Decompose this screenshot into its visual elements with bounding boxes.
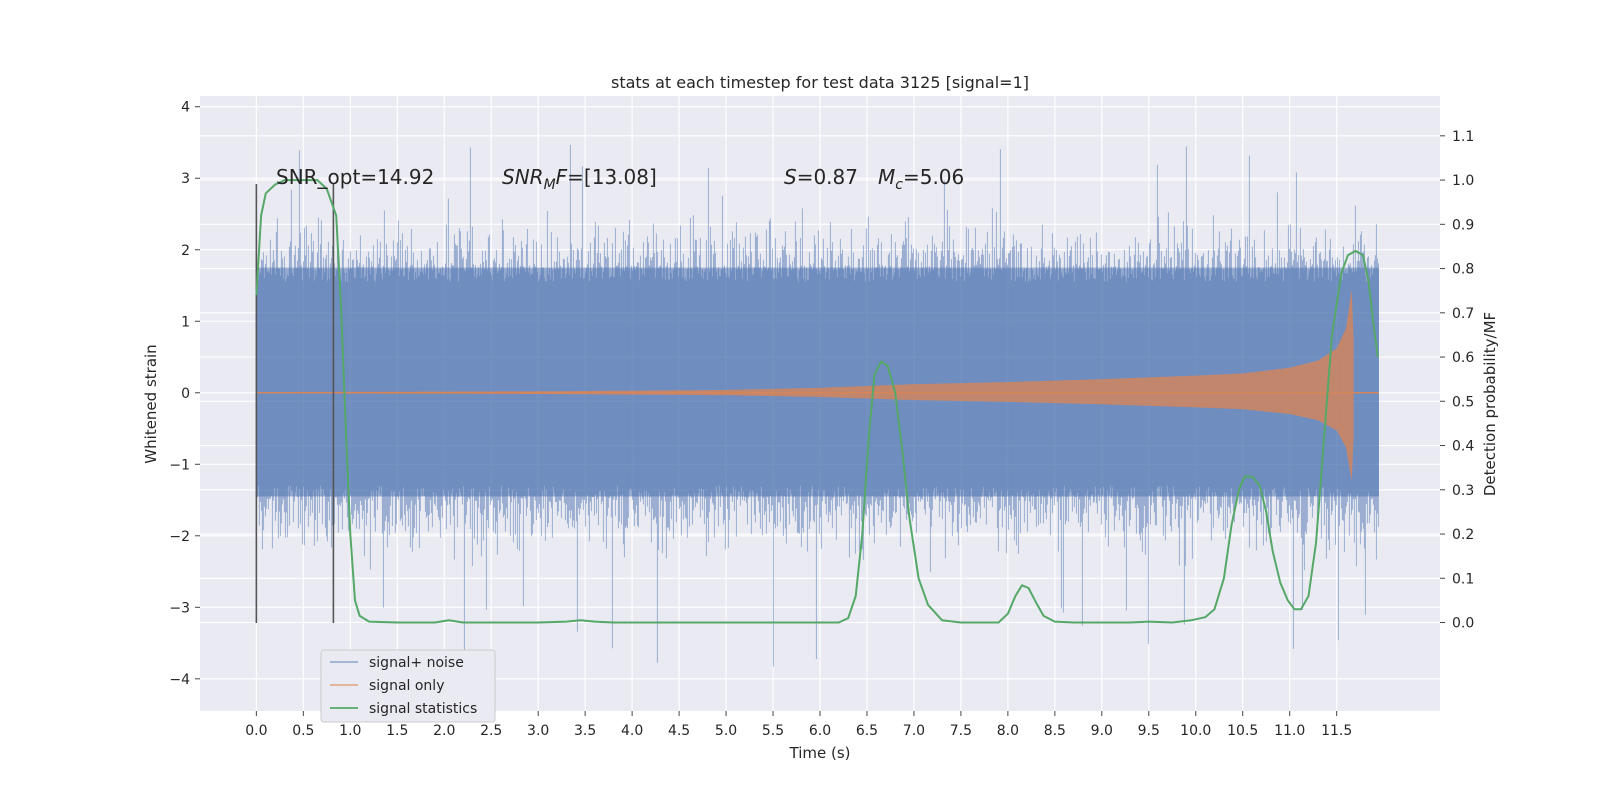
legend-label-noise: signal+ noise: [369, 655, 464, 671]
right-y-tick-label: 1.1: [1452, 129, 1474, 145]
x-tick-label: 8.5: [1044, 723, 1066, 739]
chart-title: stats at each timestep for test data 312…: [611, 73, 1029, 92]
x-tick-label: 10.0: [1180, 723, 1211, 739]
left-y-tick-label: 3: [181, 171, 190, 187]
right-y-tick-label: 0.0: [1452, 616, 1474, 632]
signal-only-series: [256, 289, 1379, 481]
x-tick-label: 11.0: [1274, 723, 1305, 739]
x-tick-label: 2.5: [480, 723, 502, 739]
left-y-tick-label: 0: [181, 386, 190, 402]
snr-opt-annotation: SNR_opt=14.92: [276, 165, 434, 189]
right-y-tick-label: 0.8: [1452, 262, 1474, 278]
left-y-tick-label: −1: [169, 457, 190, 473]
x-tick-label: 5.0: [715, 723, 737, 739]
right-y-axis-ticks: 1.1 1.0 0.9 0.8 0.7 0.6 0.5 0.4 0.3 0.2 0.1 0.0: [1440, 129, 1474, 632]
window-markers: [255, 183, 335, 624]
x-tick-label: 6.0: [809, 723, 831, 739]
x-tick-label: 9.5: [1138, 723, 1160, 739]
x-axis-ticks: 0.0 0.5 1.0 1.5 2.0 2.5 3.0 3.5 4.0 4.5 5.0 5.5 6.0 6…: [245, 711, 1352, 739]
left-y-tick-label: −3: [169, 600, 190, 616]
signal-envelope: [256, 289, 1354, 481]
left-y-axis-ticks: 4 3 2 1 0 −1 −2 −3 −4: [169, 100, 200, 688]
x-tick-label: 3.0: [527, 723, 549, 739]
x-tick-label: 9.0: [1091, 723, 1113, 739]
left-y-tick-label: 1: [181, 314, 190, 330]
right-y-tick-label: 0.3: [1452, 483, 1474, 499]
left-y-tick-label: −4: [169, 672, 190, 688]
x-tick-label: 6.5: [856, 723, 878, 739]
legend: signal+ noise signal only signal statist…: [320, 649, 496, 723]
x-tick-label: 0.0: [245, 723, 267, 739]
left-y-tick-label: 4: [181, 100, 190, 116]
legend-label-statistics: signal statistics: [369, 701, 477, 717]
x-tick-label: 4.5: [668, 723, 690, 739]
right-y-axis-label: Detection probability/MF: [1481, 312, 1499, 496]
signal-statistics-series: [255, 179, 1379, 624]
right-y-tick-label: 0.9: [1452, 217, 1474, 233]
x-axis-label: Time (s): [789, 744, 851, 762]
snr-mf-annotation: SNRMF=[13.08]: [502, 165, 657, 193]
left-y-axis-label: Whitened strain: [142, 344, 160, 463]
x-tick-label: 3.5: [574, 723, 596, 739]
right-y-tick-label: 0.6: [1452, 350, 1474, 366]
left-y-tick-label: 2: [181, 243, 190, 259]
x-tick-label: 0.5: [292, 723, 314, 739]
right-y-tick-label: 0.1: [1452, 571, 1474, 587]
mc-annotation: Mc=5.06: [878, 165, 964, 193]
x-tick-label: 1.5: [386, 723, 408, 739]
x-tick-label: 7.5: [950, 723, 972, 739]
statistics-line: [255, 179, 1379, 624]
x-tick-label: 4.0: [621, 723, 643, 739]
legend-box: [320, 649, 496, 723]
x-tick-label: 11.5: [1321, 723, 1352, 739]
x-tick-label: 5.5: [762, 723, 784, 739]
left-y-tick-label: −2: [169, 529, 190, 545]
x-tick-label: 10.5: [1227, 723, 1258, 739]
legend-label-signal: signal only: [369, 678, 444, 694]
x-tick-label: 8.0: [997, 723, 1019, 739]
x-tick-label: 7.0: [903, 723, 925, 739]
right-y-tick-label: 0.2: [1452, 527, 1474, 543]
s-annotation: S=0.87: [784, 165, 858, 189]
x-tick-label: 1.0: [339, 723, 361, 739]
x-tick-label: 2.0: [433, 723, 455, 739]
right-y-tick-label: 1.0: [1452, 173, 1474, 189]
right-y-tick-label: 0.4: [1452, 439, 1474, 455]
right-y-tick-label: 0.5: [1452, 394, 1474, 410]
right-y-tick-label: 0.7: [1452, 306, 1474, 322]
